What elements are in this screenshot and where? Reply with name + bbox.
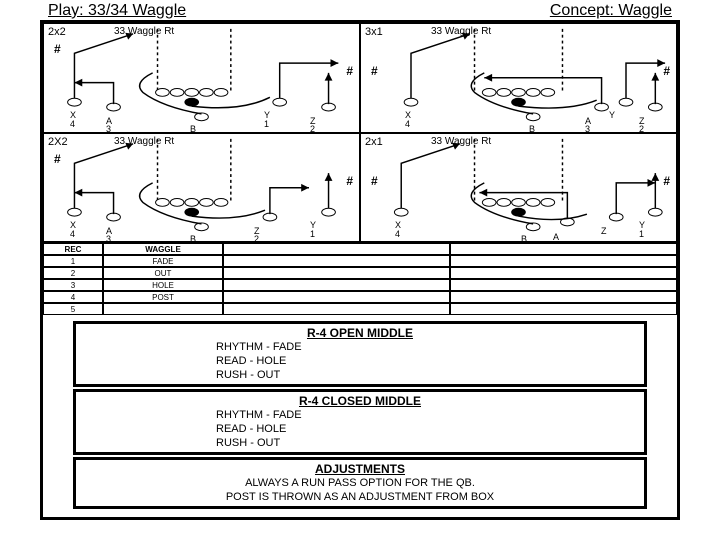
rec-cell — [450, 291, 677, 303]
quad-2x1: 2x1 33 Waggle Rt # # — [360, 133, 677, 243]
rec-cell — [450, 255, 677, 267]
page: Play: 33/34 Waggle Concept: Waggle 2x2 3… — [0, 0, 720, 540]
rec-cell: FADE — [103, 255, 223, 267]
read-rush: RUSH - OUT — [216, 368, 504, 382]
adj-title: ADJUSTMENTS — [136, 462, 584, 476]
read-rhythm: RHYTHM - FADE — [216, 408, 504, 422]
rec-hdr: REC — [43, 243, 103, 255]
reads-section: R-4 OPEN MIDDLE RHYTHM - FADE READ - HOL… — [43, 315, 677, 515]
player-2: 2 — [310, 124, 315, 133]
read-rush: RUSH - OUT — [216, 436, 504, 450]
player-b: B — [190, 124, 196, 133]
rec-cell: OUT — [103, 267, 223, 279]
read-read: READ - HOLE — [216, 354, 504, 368]
quad-2x2-b: 2X2 33 Waggle Rt # # — [43, 133, 360, 243]
player-b: B — [529, 124, 535, 133]
player-4: 4 — [70, 229, 75, 239]
rec-cell — [223, 267, 450, 279]
rec-cell: POST — [103, 291, 223, 303]
rec-cell: 3 — [43, 279, 103, 291]
rec-cell — [223, 291, 450, 303]
rec-hdr: WAGGLE — [103, 243, 223, 255]
page-header: Play: 33/34 Waggle Concept: Waggle — [40, 2, 680, 20]
rec-cell: 1 — [43, 255, 103, 267]
main-container: 2x2 33 Waggle Rt # # — [40, 20, 680, 520]
player-z: Z — [601, 226, 607, 236]
concept-title: Concept: Waggle — [550, 2, 672, 20]
read-open-title: R-4 OPEN MIDDLE — [216, 326, 504, 340]
rec-cell — [450, 303, 677, 315]
player-1: 1 — [639, 229, 644, 239]
formation-grid: 2x2 33 Waggle Rt # # — [43, 23, 677, 243]
player-2: 2 — [639, 124, 644, 133]
adjustments-box: ADJUSTMENTS ALWAYS A RUN PASS OPTION FOR… — [73, 457, 647, 509]
player-1: 1 — [264, 119, 269, 129]
rec-cell — [450, 267, 677, 279]
rec-cell — [223, 255, 450, 267]
rec-cell — [223, 279, 450, 291]
player-b: B — [190, 234, 196, 243]
rec-hdr — [223, 243, 450, 255]
play-title: Play: 33/34 Waggle — [48, 2, 186, 20]
rec-cell — [223, 303, 450, 315]
rec-cell — [103, 303, 223, 315]
player-3: 3 — [585, 124, 590, 133]
adj-line: POST IS THROWN AS AN ADJUSTMENT FROM BOX — [136, 490, 584, 504]
read-closed-title: R-4 CLOSED MIDDLE — [216, 394, 504, 408]
adj-line: ALWAYS A RUN PASS OPTION FOR THE QB. — [136, 476, 584, 490]
quad-3x1: 3x1 33 Waggle Rt # # — [360, 23, 677, 133]
player-y: Y — [609, 110, 615, 120]
player-4: 4 — [395, 229, 400, 239]
player-1: 1 — [310, 229, 315, 239]
rec-hdr — [450, 243, 677, 255]
rec-cell: HOLE — [103, 279, 223, 291]
receiver-table: REC WAGGLE 1FADE 2OUT 3HOLE 4POST 5 — [43, 243, 677, 315]
rec-cell: 5 — [43, 303, 103, 315]
player-3: 3 — [106, 124, 111, 133]
read-open-box: R-4 OPEN MIDDLE RHYTHM - FADE READ - HOL… — [73, 321, 647, 387]
player-2: 2 — [254, 234, 259, 243]
quad-2x2-a: 2x2 33 Waggle Rt # # — [43, 23, 360, 133]
player-a: A — [553, 232, 559, 242]
rec-cell — [450, 279, 677, 291]
read-rhythm: RHYTHM - FADE — [216, 340, 504, 354]
rec-cell: 2 — [43, 267, 103, 279]
player-b: B — [521, 234, 527, 243]
play-diagram — [361, 134, 676, 242]
read-closed-box: R-4 CLOSED MIDDLE RHYTHM - FADE READ - H… — [73, 389, 647, 455]
rec-cell: 4 — [43, 291, 103, 303]
player-4: 4 — [70, 119, 75, 129]
player-4: 4 — [405, 119, 410, 129]
player-3: 3 — [106, 234, 111, 243]
read-read: READ - HOLE — [216, 422, 504, 436]
